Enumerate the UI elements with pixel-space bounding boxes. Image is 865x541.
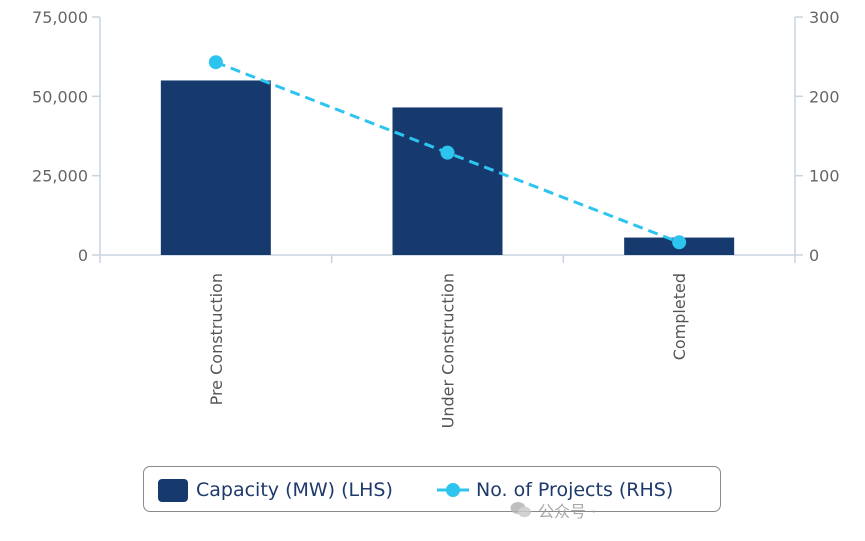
y-left-tick-label: 0: [78, 246, 88, 265]
bar: [160, 80, 271, 255]
category-label: Under Construction: [439, 273, 458, 428]
projects-point: [440, 145, 455, 160]
y-right-tick-label: 0: [809, 246, 819, 265]
watermark-text: 公众号 ·: [538, 502, 597, 521]
bar: [392, 107, 503, 255]
y-right-tick-label: 300: [809, 8, 840, 27]
legend-swatch-capacity: [158, 478, 188, 502]
projects-point: [208, 55, 223, 70]
y-left-tick-label: 75,000: [32, 8, 88, 27]
y-left-tick-label: 25,000: [32, 167, 88, 186]
legend-label-projects: No. of Projects (RHS): [476, 479, 674, 501]
watermark: 公众号 ·: [510, 498, 596, 522]
y-left-tick-label: 50,000: [32, 87, 88, 106]
legend-swatch-projects: [437, 483, 469, 497]
legend-label-capacity: Capacity (MW) (LHS): [196, 479, 393, 501]
wechat-icon: [510, 502, 531, 518]
category-label: Pre Construction: [207, 273, 226, 405]
legend-item-projects[interactable]: No. of Projects (RHS): [436, 467, 673, 513]
y-right-tick-label: 200: [809, 87, 840, 106]
y-right-tick-label: 100: [809, 167, 840, 186]
legend: Capacity (MW) (LHS) No. of Projects (RHS…: [143, 466, 721, 512]
category-label: Completed: [670, 273, 689, 360]
projects-point: [672, 235, 687, 250]
legend-item-capacity[interactable]: Capacity (MW) (LHS): [158, 467, 393, 513]
